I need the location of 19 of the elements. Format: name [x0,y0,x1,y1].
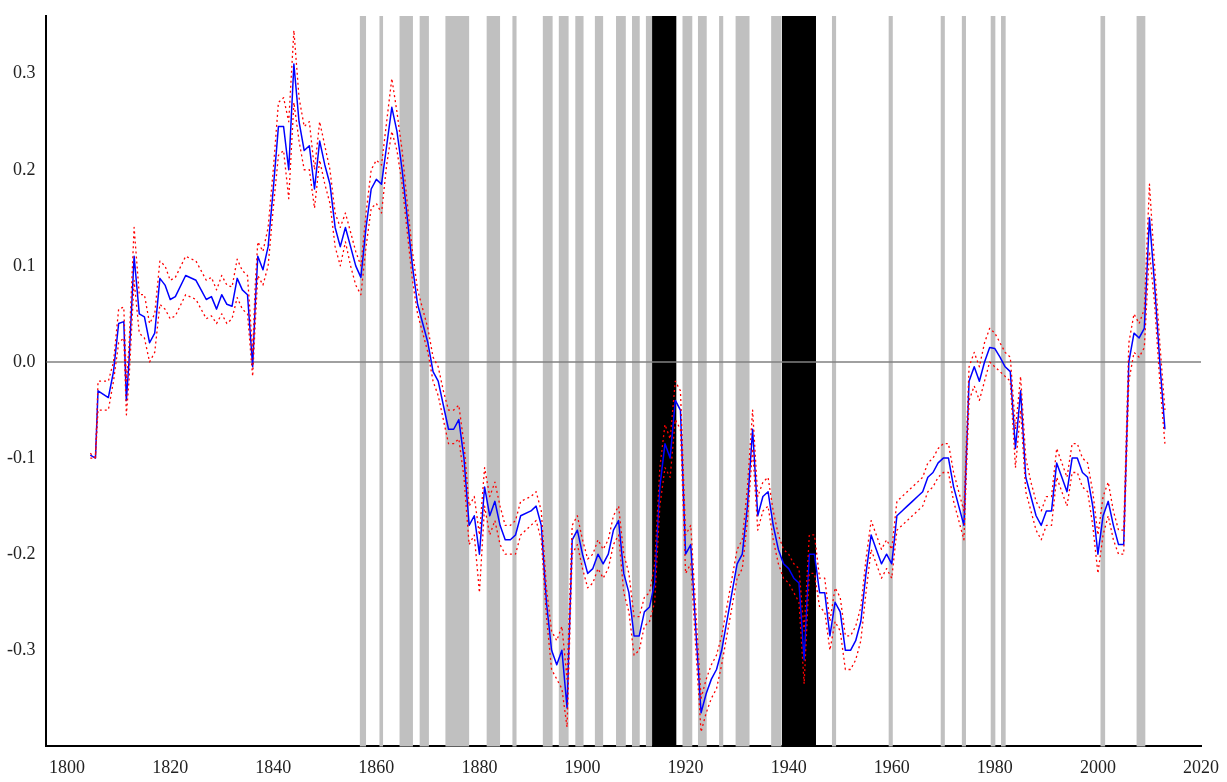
y-tick-label: 0.2 [12,158,36,179]
x-tick-label: 1960 [873,756,910,777]
y-tick-label: 0.3 [12,62,36,83]
x-tick-label: 1940 [770,756,807,777]
x-tick-label: 1800 [49,756,86,777]
y-tick-label: -0.3 [6,639,36,660]
y-tick-label: -0.1 [6,446,36,467]
x-tick-label: 2020 [1183,756,1219,777]
x-tick-label: 2000 [1079,756,1116,777]
x-tick-label: 1980 [976,756,1013,777]
y-tick-label: 0.1 [12,254,36,275]
x-tick-label: 1920 [667,756,704,777]
x-tick-label: 1860 [358,756,395,777]
x-tick-label: 1840 [255,756,292,777]
y-tick-label: -0.2 [6,542,36,563]
x-tick-label: 1880 [461,756,498,777]
x-tick-label: 1820 [152,756,189,777]
y-tick-label: 0.0 [12,350,36,371]
x-tick-label: 1900 [564,756,601,777]
